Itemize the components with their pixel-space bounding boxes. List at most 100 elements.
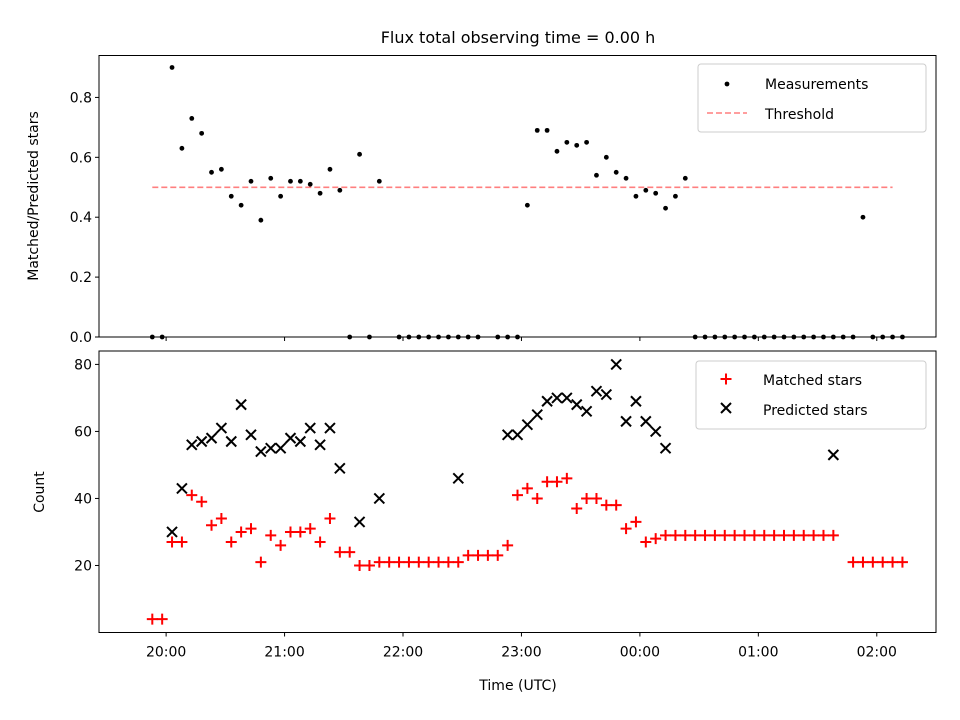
matched-star-point: [206, 519, 218, 531]
top-y-tick-label: 0.8: [70, 90, 92, 106]
predicted-star-point: [304, 422, 316, 434]
top-legend-frame: [697, 63, 927, 133]
measurement-point: [268, 175, 274, 181]
matched-star-point: [877, 556, 889, 568]
predicted-star-point: [580, 405, 593, 418]
legend-matched-marker: [720, 373, 732, 385]
measurement-point: [633, 193, 639, 199]
top-y-tick-label: 0.2: [70, 270, 92, 286]
measurement-point: [623, 175, 629, 181]
top-x-ticks: [165, 337, 878, 341]
matched-star-point: [857, 556, 869, 568]
legend-predicted-label: Predicted stars: [763, 403, 868, 419]
predicted-star-point: [274, 442, 287, 454]
predicted-star-point: [600, 388, 613, 401]
measurement-point: [653, 190, 659, 196]
measurement-point: [288, 178, 293, 184]
bottom-y-label: Count: [32, 471, 48, 513]
measurement-point: [613, 169, 619, 175]
predicted-star-point: [373, 492, 386, 505]
bottom-y-ticks: 20 40 60 80: [74, 357, 99, 574]
matched-star-point: [630, 516, 642, 528]
bottom-x-tick-label: 23:00: [501, 645, 541, 661]
measurement-point: [199, 130, 205, 136]
matched-star-point: [847, 556, 859, 568]
bottom-x-tick-label: 22:00: [383, 645, 423, 661]
predicted-star-point: [630, 395, 642, 407]
top-y-tick-label: 0.6: [70, 150, 92, 166]
top-y-tick-label: 0.4: [70, 210, 92, 226]
top-title: Flux total observing time = 0.00 h: [381, 28, 656, 47]
measurement-point: [278, 193, 284, 199]
matched-star-point: [472, 549, 484, 561]
measurement-point: [218, 166, 224, 172]
top-axes-frame: [98, 55, 937, 338]
matched-star-point: [363, 559, 375, 571]
top-y-ticks: 0.0 0.2 0.4 0.6 0.8: [70, 90, 99, 346]
matched-star-point: [442, 556, 454, 568]
predicted-star-point: [294, 435, 307, 448]
matched-star-point: [186, 489, 198, 501]
matched-star-point: [166, 536, 178, 548]
bottom-legend: Matched stars Predicted stars: [695, 360, 927, 430]
matched-star-point: [176, 536, 188, 548]
matched-star-point: [817, 529, 829, 541]
matched-star-point: [255, 556, 267, 568]
predicted-star-point: [195, 435, 208, 448]
predicted-star-point: [215, 422, 228, 434]
predicted-star-point: [827, 449, 840, 461]
measurement-point: [574, 142, 580, 148]
measurement-point: [584, 139, 589, 145]
predicted-star-point: [255, 445, 267, 458]
matched-star-point: [492, 549, 504, 561]
legend-matched-label: Matched stars: [763, 373, 862, 389]
matched-star-point: [827, 529, 839, 541]
legend-threshold-label: Threshold: [764, 107, 834, 123]
bottom-x-tick-label: 01:00: [738, 645, 778, 661]
bottom-y-tick-label: 80: [74, 357, 92, 373]
predicted-star-point: [649, 425, 662, 438]
matched-star-point: [887, 556, 899, 568]
matched-star-point: [778, 529, 790, 541]
predicted-star-point: [334, 462, 346, 474]
matched-star-point: [650, 533, 662, 545]
matched-star-point: [423, 556, 435, 568]
matched-star-point: [265, 529, 277, 541]
predicted-star-point: [551, 392, 563, 404]
predicted-star-point: [186, 439, 198, 451]
top-marks: [149, 65, 905, 340]
matched-star-point: [867, 556, 879, 568]
predicted-star-point: [353, 516, 366, 528]
predicted-star-point: [176, 482, 188, 495]
matched-star-point: [689, 529, 701, 541]
matched-star-point: [245, 523, 257, 535]
matched-star-point: [551, 476, 563, 488]
predicted-star-point: [590, 385, 603, 397]
legend-predicted-marker: [720, 402, 732, 414]
measurement-point: [228, 193, 234, 199]
matched-star-point: [196, 496, 208, 508]
legend-measurements-marker: [724, 81, 730, 87]
predicted-star-point: [521, 419, 534, 431]
matched-star-point: [679, 529, 691, 541]
matched-star-point: [462, 549, 474, 561]
measurement-point: [594, 172, 599, 178]
measurement-point: [258, 217, 264, 223]
matched-star-point: [146, 613, 158, 625]
measurement-point: [544, 127, 550, 133]
matched-star-point: [896, 556, 908, 568]
matched-star-point: [314, 536, 326, 548]
measurement-point: [673, 193, 678, 199]
bottom-x-tick-label: 20:00: [146, 645, 186, 661]
matched-star-point: [590, 492, 602, 504]
predicted-star-point: [531, 408, 543, 421]
bottom-y-tick-label: 40: [74, 491, 92, 507]
measurement-point: [376, 178, 382, 184]
predicted-star-point: [166, 526, 178, 538]
matched-star-point: [610, 499, 622, 511]
matched-star-point: [521, 482, 533, 494]
matched-star-point: [373, 556, 385, 568]
bottom-y-tick-label: 60: [74, 424, 92, 440]
measurement-point: [860, 214, 866, 220]
matched-star-point: [225, 536, 237, 548]
